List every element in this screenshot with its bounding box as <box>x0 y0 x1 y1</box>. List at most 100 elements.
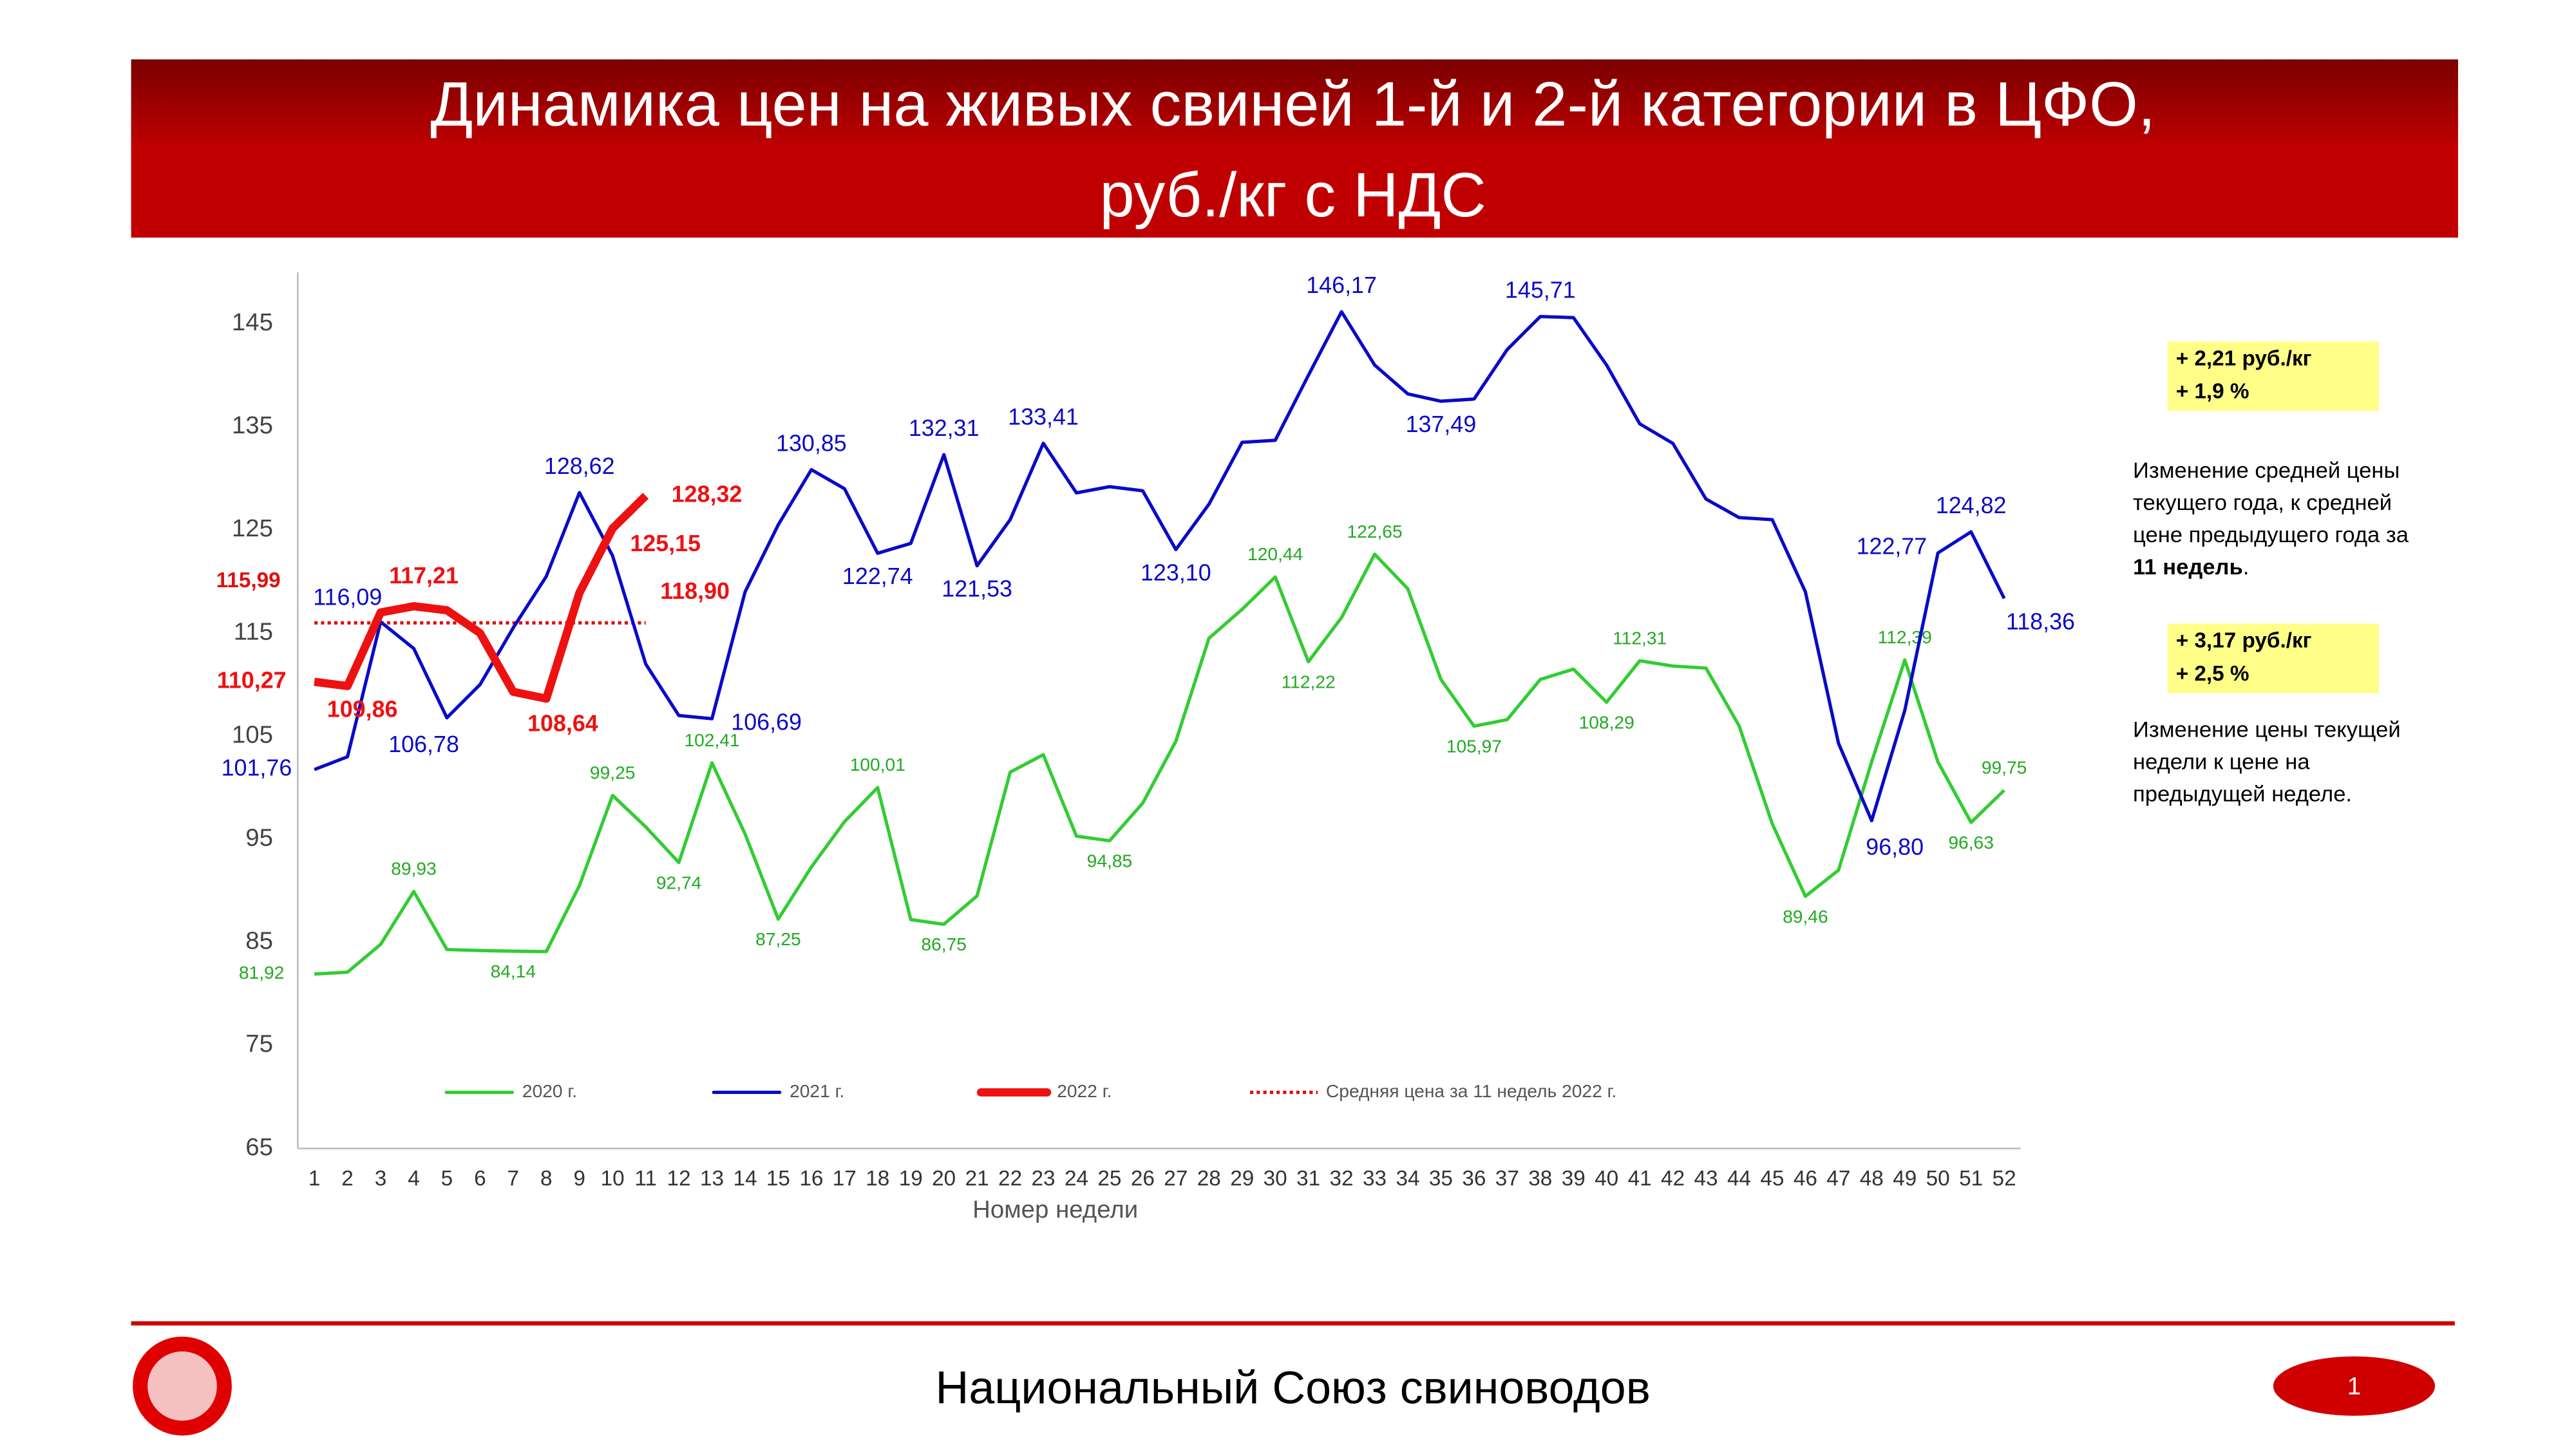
footer-org: Национальный Союз свиноводов <box>936 1362 1651 1413</box>
data-label: 101,76 <box>222 755 292 781</box>
legend-label: 2021 г. <box>790 1080 844 1101</box>
title-band <box>131 59 2458 238</box>
x-tick-label: 51 <box>1959 1167 1983 1191</box>
series-line <box>314 552 2005 976</box>
note-box-text: + 2,21 руб./кг <box>2176 346 2312 370</box>
x-tick-label: 45 <box>1760 1167 1784 1191</box>
x-tick-label: 21 <box>965 1167 989 1191</box>
x-tick-label: 2 <box>341 1167 354 1191</box>
x-tick-label: 32 <box>1330 1167 1354 1191</box>
x-tick-label: 40 <box>1595 1167 1618 1191</box>
data-label: 96,80 <box>1866 834 1924 860</box>
data-label: 110,27 <box>217 667 287 693</box>
x-tick-label: 33 <box>1363 1167 1387 1191</box>
x-tick-label: 28 <box>1197 1167 1221 1191</box>
note-box <box>2167 623 2379 693</box>
x-tick-label: 52 <box>1993 1167 2016 1191</box>
data-label: 96,63 <box>1948 832 1994 853</box>
data-label: 100,01 <box>850 754 905 775</box>
x-tick-label: 4 <box>408 1167 420 1191</box>
data-label: 102,41 <box>684 730 739 750</box>
x-tick-label: 24 <box>1065 1167 1088 1191</box>
note-text: Изменение цены текущей <box>2133 717 2401 742</box>
x-tick-label: 25 <box>1097 1167 1121 1191</box>
note-text: предыдущей неделе. <box>2133 782 2352 806</box>
title: руб./кг с НДС <box>1100 160 1486 230</box>
x-tick-label: 22 <box>998 1167 1022 1191</box>
data-label: 130,85 <box>776 430 847 456</box>
x-tick-label: 41 <box>1628 1167 1652 1191</box>
x-tick-label: 13 <box>700 1167 724 1191</box>
x-tick-label: 29 <box>1230 1167 1254 1191</box>
x-tick-label: 27 <box>1164 1167 1188 1191</box>
note-box-text: + 2,5 % <box>2176 662 2249 686</box>
note-box <box>2167 341 2379 411</box>
note-bold: 11 недель <box>2133 555 2243 580</box>
x-tick-label: 8 <box>540 1167 553 1191</box>
data-label: 106,69 <box>731 709 802 735</box>
data-label: 99,25 <box>590 762 635 782</box>
x-axis-label: Номер недели <box>972 1196 1138 1223</box>
x-tick-label: 5 <box>441 1167 453 1191</box>
x-tick-label: 7 <box>507 1167 520 1191</box>
x-tick-label: 48 <box>1860 1167 1884 1191</box>
data-label: 128,32 <box>672 481 743 507</box>
x-tick-label: 19 <box>899 1167 923 1191</box>
data-label: 125,15 <box>630 531 701 556</box>
y-tick-label: 125 <box>232 514 273 542</box>
x-tick-label: 3 <box>375 1167 387 1191</box>
page-badge <box>2273 1356 2436 1416</box>
note-box-text: + 3,17 руб./кг <box>2176 629 2312 653</box>
x-tick-label: 18 <box>866 1167 889 1191</box>
x-tick-label: 14 <box>733 1167 757 1191</box>
x-tick-label: 31 <box>1296 1167 1320 1191</box>
data-label: 87,25 <box>755 929 801 949</box>
series-line <box>314 310 2006 823</box>
data-label: 112,22 <box>1282 671 1336 692</box>
data-label: 122,74 <box>842 563 913 589</box>
x-tick-label: 20 <box>932 1167 956 1191</box>
y-tick-label: 105 <box>232 721 273 748</box>
x-tick-label: 17 <box>833 1167 857 1191</box>
data-label: 137,49 <box>1406 411 1477 437</box>
x-tick-label: 30 <box>1264 1167 1287 1191</box>
y-tick-label: 95 <box>245 824 273 851</box>
note-text: недели к цене на <box>2133 750 2310 774</box>
x-tick-label: 34 <box>1396 1167 1419 1191</box>
data-label: 99,75 <box>1982 757 2027 777</box>
data-label: 94,85 <box>1087 850 1133 871</box>
data-label: 108,29 <box>1579 712 1634 732</box>
y-tick-label: 115 <box>234 618 273 645</box>
x-tick-label: 26 <box>1131 1167 1155 1191</box>
legend-label: 2020 г. <box>522 1080 577 1101</box>
data-label: 109,86 <box>327 696 398 722</box>
data-label: 89,93 <box>391 858 437 879</box>
x-tick-label: 46 <box>1794 1167 1817 1191</box>
note-text: текущего года, к средней <box>2133 491 2392 515</box>
x-tick-label: 11 <box>634 1167 657 1191</box>
data-label: 86,75 <box>921 934 967 954</box>
x-tick-label: 50 <box>1926 1167 1950 1191</box>
x-tick-label: 1 <box>308 1167 321 1191</box>
data-label: 112,39 <box>1878 627 1932 647</box>
title: Динамика цен на живых свиней 1-й и 2-й к… <box>430 69 2155 139</box>
x-tick-label: 39 <box>1562 1167 1586 1191</box>
average-label: 115,99 <box>216 569 281 592</box>
data-label: 116,09 <box>313 584 382 610</box>
data-label: 89,46 <box>1783 906 1828 927</box>
x-tick-label: 15 <box>766 1167 790 1191</box>
y-tick-label: 85 <box>245 927 273 955</box>
x-tick-label: 49 <box>1893 1167 1917 1191</box>
data-label: 81,92 <box>239 962 285 983</box>
legend-label: Средняя цена за 11 недель 2022 г. <box>1326 1080 1616 1101</box>
data-label: 133,41 <box>1008 404 1079 429</box>
note-text: . <box>2243 555 2249 580</box>
legend-label: 2022 г. <box>1057 1080 1112 1101</box>
data-label: 108,64 <box>527 710 598 736</box>
data-label: 132,31 <box>909 415 980 441</box>
data-label: 117,21 <box>389 563 459 589</box>
y-tick-label: 135 <box>232 411 273 439</box>
note-text: цене предыдущего года за <box>2133 523 2409 547</box>
